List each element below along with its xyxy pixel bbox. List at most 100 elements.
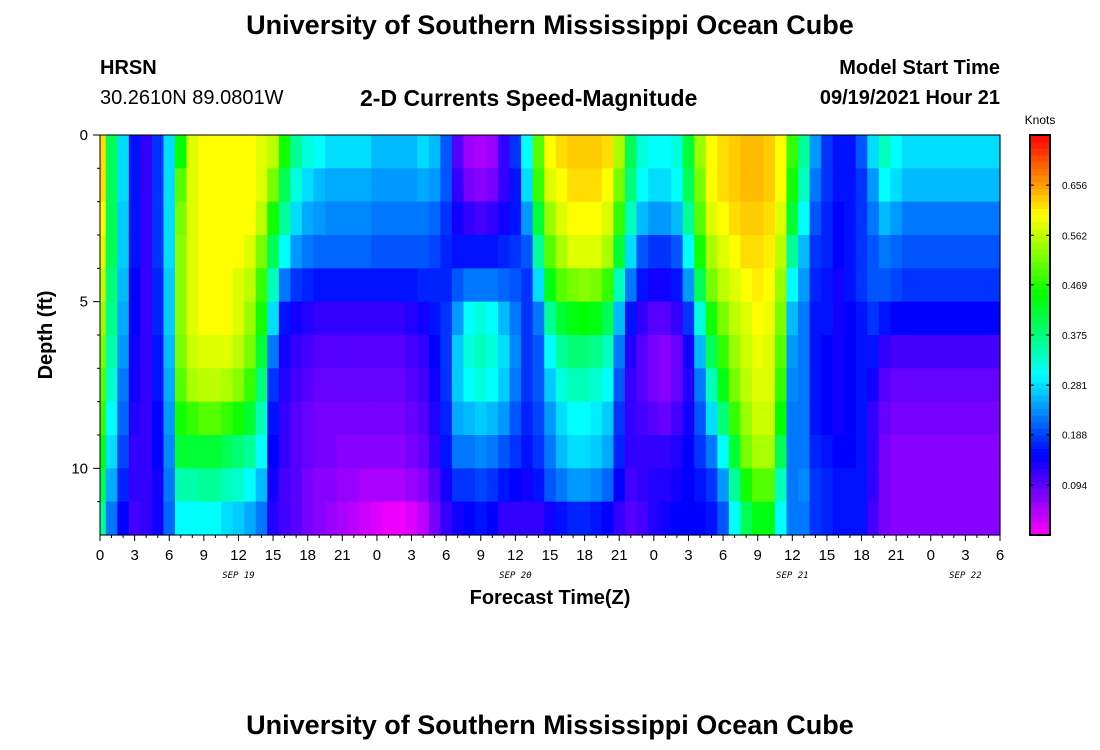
x-tick-label: 9 [477, 547, 485, 564]
heatmap-cell [336, 335, 349, 369]
heatmap-cell [648, 135, 661, 169]
heatmap-cell [867, 468, 880, 503]
heatmap-cell [105, 135, 118, 169]
heatmap-cell [625, 268, 638, 303]
heatmap-cell [405, 201, 418, 236]
heatmap-cell [717, 401, 730, 436]
heatmap-cell [555, 235, 568, 269]
heatmap-cell [832, 435, 845, 469]
heatmap-cell [244, 435, 257, 469]
heatmap-cell [198, 501, 211, 536]
heatmap-cell [475, 468, 488, 503]
heatmap-cell [878, 435, 891, 469]
heatmap-cell [694, 168, 707, 203]
heatmap-cell [382, 301, 395, 336]
heatmap-cell [694, 435, 707, 469]
heatmap-cell [786, 235, 799, 269]
heatmap-cell [382, 368, 395, 403]
heatmap-cell [290, 368, 303, 403]
heatmap-cell [417, 268, 430, 303]
heatmap-cell [405, 435, 418, 469]
heatmap-cell [901, 135, 1001, 169]
heatmap-cell [717, 435, 730, 469]
heatmap-cell [855, 235, 868, 269]
heatmap-cell [659, 368, 672, 403]
heatmap-cell [809, 335, 822, 369]
heatmap-cell [301, 135, 315, 169]
heatmap-cell [509, 368, 522, 403]
heatmap-cell [740, 401, 753, 436]
y-tick-label: 10 [71, 460, 88, 477]
heatmap-cell [371, 435, 384, 469]
heatmap-cell [313, 235, 326, 269]
heatmap-cell [151, 301, 165, 336]
heatmap-cell [521, 501, 534, 536]
heatmap-cell [878, 301, 891, 336]
heatmap-cell [544, 201, 557, 236]
heatmap-cell [671, 401, 684, 436]
heatmap-cell [601, 268, 615, 303]
heatmap-cell [855, 368, 868, 403]
heatmap-cell [613, 168, 626, 203]
heatmap-cell [832, 335, 845, 369]
heatmap-cell [128, 235, 141, 269]
heatmap-cell [417, 501, 430, 536]
heatmap-cell [740, 135, 753, 169]
heatmap-cell [128, 268, 141, 303]
heatmap-cell [475, 135, 488, 169]
x-tick-label: 0 [650, 547, 658, 564]
heatmap-cell [844, 468, 857, 503]
heatmap-cell [128, 401, 141, 436]
heatmap-cell [221, 201, 234, 236]
heatmap-cell [382, 168, 395, 203]
heatmap-cell [325, 368, 338, 403]
heatmap-cell [578, 235, 591, 269]
heatmap-cell [428, 168, 441, 203]
colorbar-segment [1030, 255, 1050, 263]
heatmap-cell [140, 301, 153, 336]
heatmap-cell [751, 268, 765, 303]
colorbar-segment [1030, 221, 1050, 229]
heatmap-cell [728, 201, 741, 236]
colorbar-segment [1030, 215, 1050, 223]
heatmap-cell [590, 235, 603, 269]
heatmap-cell [625, 301, 638, 336]
heatmap-cell [717, 268, 730, 303]
heatmap-cell [671, 501, 684, 536]
heatmap-cell [509, 168, 522, 203]
heatmap-cell [371, 301, 384, 336]
heatmap-cell [867, 301, 880, 336]
heatmap-cell [821, 268, 834, 303]
heatmap-cell [371, 401, 384, 436]
heatmap-cell [717, 201, 730, 236]
heatmap-cell [532, 501, 545, 536]
date-label: SEP 22 [949, 571, 982, 581]
heatmap-cell [567, 168, 580, 203]
heatmap-cell [740, 335, 753, 369]
heatmap-cell [532, 235, 545, 269]
heatmap-cell [659, 468, 672, 503]
heatmap-cell [648, 201, 661, 236]
heatmap-cell [798, 201, 811, 236]
heatmap-cell [532, 268, 545, 303]
heatmap-cell [786, 168, 799, 203]
heatmap-cell [255, 135, 268, 169]
heatmap-cell [428, 235, 441, 269]
heatmap-cell [763, 435, 776, 469]
heatmap-cell [105, 235, 118, 269]
heatmap-cell [186, 235, 199, 269]
heatmap-cell [901, 368, 1001, 403]
heatmap-cell [901, 468, 1001, 503]
heatmap-cell [163, 135, 176, 169]
heatmap-cell [198, 201, 211, 236]
heatmap-cell [901, 335, 1001, 369]
heatmap-cell [140, 468, 153, 503]
heatmap-cell [532, 368, 545, 403]
heatmap-cell [463, 168, 476, 203]
heatmap-cell [394, 235, 407, 269]
heatmap-cell [209, 468, 222, 503]
heatmap-cell [267, 201, 280, 236]
heatmap-cell [578, 435, 591, 469]
colorbar-segment [1030, 155, 1050, 163]
colorbar-segment [1030, 208, 1050, 216]
